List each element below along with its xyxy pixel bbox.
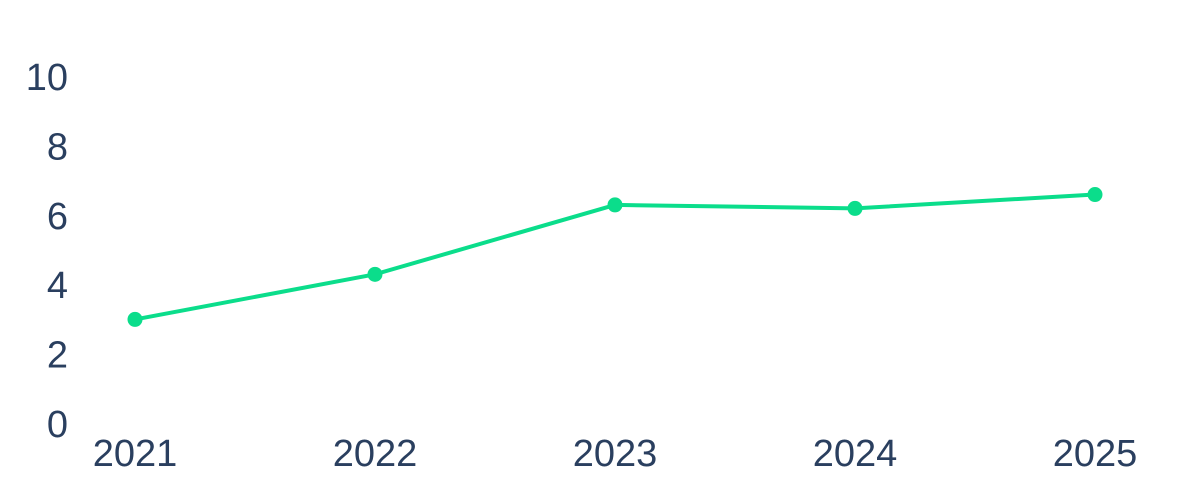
y-tick-label: 6 [47,196,68,238]
y-tick-label: 0 [47,404,68,446]
line [134,192,1096,322]
y-tick-label: 8 [47,126,68,168]
x-tick-label: 2024 [813,433,898,475]
point [367,266,383,282]
x-tick-label: 2021 [93,433,178,475]
point [847,200,863,216]
point [1087,187,1103,203]
y-tick-label: 10 [26,57,68,99]
point [607,197,623,213]
y-tick-label: 4 [47,265,68,307]
point [127,311,143,327]
x-tick-label: 2022 [333,433,418,475]
x-tick-label: 2025 [1053,433,1138,475]
y-tick-label: 2 [47,335,68,377]
x-tick-label: 2023 [573,433,658,475]
